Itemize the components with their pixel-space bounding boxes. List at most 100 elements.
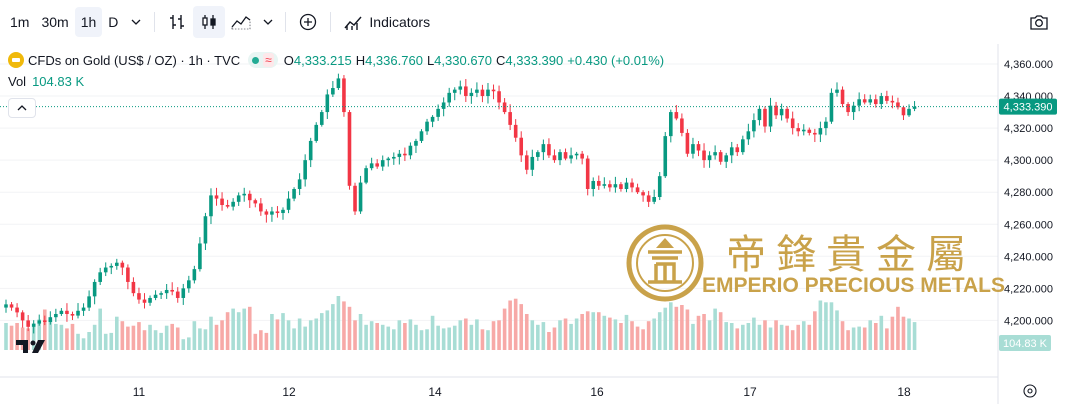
volume-bar — [353, 320, 357, 350]
chart-type-chevron-icon[interactable] — [257, 6, 279, 38]
volume-bar — [513, 298, 518, 350]
volume-bar — [225, 312, 230, 350]
candle-body — [524, 155, 529, 170]
timeframe-1h[interactable]: 1h — [74, 7, 103, 37]
volume-bar — [669, 302, 673, 350]
volume-bar — [247, 306, 252, 350]
volume-bar — [469, 324, 474, 350]
candle-body — [81, 307, 86, 311]
volume-bar — [48, 320, 53, 350]
candle-body — [851, 105, 856, 113]
volume-bar — [447, 327, 451, 350]
volume-bar — [15, 323, 19, 350]
candle-body — [669, 112, 673, 137]
volume-bar — [115, 316, 119, 350]
price-axis-tick: 4,200.000 — [1004, 315, 1053, 327]
candle-body — [92, 281, 97, 297]
toolbar-divider — [285, 12, 287, 32]
camera-snapshot-icon[interactable] — [1023, 6, 1055, 38]
candle-body — [447, 92, 451, 103]
volume-bar — [325, 310, 330, 350]
volume-bar — [824, 302, 828, 350]
candle-body — [386, 158, 391, 161]
volume-bar — [275, 319, 280, 350]
volume-bar — [236, 312, 241, 350]
volume-bar — [741, 324, 745, 350]
volume-bar — [829, 302, 834, 350]
candle-body — [436, 108, 440, 117]
candle-body — [624, 182, 629, 189]
candle-body — [131, 281, 136, 294]
candle-body — [358, 182, 363, 212]
volume-bar — [375, 323, 379, 350]
time-axis-tick: 11 — [133, 385, 146, 399]
timeframe-dropdown-chevron-icon[interactable] — [124, 6, 148, 38]
indicators-button[interactable]: Indicators — [337, 6, 436, 38]
candle-body — [375, 163, 379, 167]
volume-bar — [37, 319, 42, 350]
volume-value: 104.83 K — [32, 74, 85, 89]
volume-bar — [541, 322, 546, 350]
volume-bar — [486, 330, 490, 350]
candle-body — [879, 96, 884, 105]
candle-body — [652, 197, 656, 202]
volume-bar — [264, 332, 269, 350]
candle-body — [741, 139, 745, 153]
candles-chart-type-icon[interactable] — [193, 6, 226, 38]
volume-bar — [896, 306, 900, 350]
candle-body — [236, 195, 241, 202]
open-label: O — [283, 52, 294, 68]
candle-body — [31, 323, 36, 327]
volume-bar — [270, 314, 274, 350]
volume-bar — [392, 329, 396, 350]
time-axis-settings-icon[interactable] — [1023, 384, 1037, 398]
timeframe-d[interactable]: D — [108, 14, 119, 30]
candle-body — [126, 267, 130, 282]
last-volume-label: 104.83 K — [999, 335, 1051, 351]
candle-body — [646, 195, 651, 202]
compare-add-symbol-icon[interactable] — [292, 6, 324, 38]
legend-collapse-button[interactable] — [8, 98, 36, 118]
candle-body — [42, 320, 47, 323]
candle-body — [508, 112, 512, 125]
bar-chart-type-icon[interactable] — [161, 6, 193, 38]
volume-bar — [641, 329, 645, 350]
high-label: H — [355, 52, 366, 68]
candle-body — [718, 152, 723, 162]
candle-body — [59, 310, 64, 314]
price-chart[interactable]: 4,360.0004,340.0004,320.0004,300.0004,28… — [0, 44, 1065, 404]
candle-body — [901, 107, 906, 116]
candle-body — [574, 153, 579, 156]
volume-bar — [175, 327, 180, 350]
candle-body — [408, 145, 413, 156]
candle-body — [480, 89, 485, 97]
candle-body — [630, 182, 634, 188]
timeframe-1m[interactable]: 1m — [10, 14, 30, 30]
volume-bar — [491, 321, 496, 350]
low-label: L — [426, 52, 435, 68]
volume-bar — [663, 307, 668, 350]
area-chart-type-icon[interactable] — [225, 6, 257, 38]
candle-body — [292, 188, 296, 199]
candle-body — [380, 160, 385, 167]
price-axis-tick: 4,260.000 — [1004, 219, 1053, 231]
candle-body — [187, 280, 191, 289]
candle-body — [663, 136, 668, 177]
volume-bar — [103, 333, 108, 350]
timeframe-30m[interactable]: 30m — [41, 14, 69, 30]
symbol-title[interactable]: CFDs on Gold (US$ / OZ) · 1h · TVC — [28, 52, 241, 68]
tradingview-logo-icon[interactable] — [14, 336, 48, 356]
candle-body — [713, 152, 717, 156]
candle-body — [818, 128, 823, 135]
volume-bar — [585, 311, 590, 350]
volume-bar — [862, 327, 867, 350]
volume-bar — [342, 301, 346, 350]
open-value: 4,333.215 — [293, 52, 352, 68]
candle-body — [707, 155, 712, 161]
candle-body — [907, 108, 911, 116]
market-status-badge[interactable]: ≈ — [248, 52, 278, 68]
volume-bar — [768, 327, 773, 350]
candle-body — [76, 310, 80, 316]
candle-body — [336, 78, 341, 89]
volume-bar — [42, 309, 47, 350]
